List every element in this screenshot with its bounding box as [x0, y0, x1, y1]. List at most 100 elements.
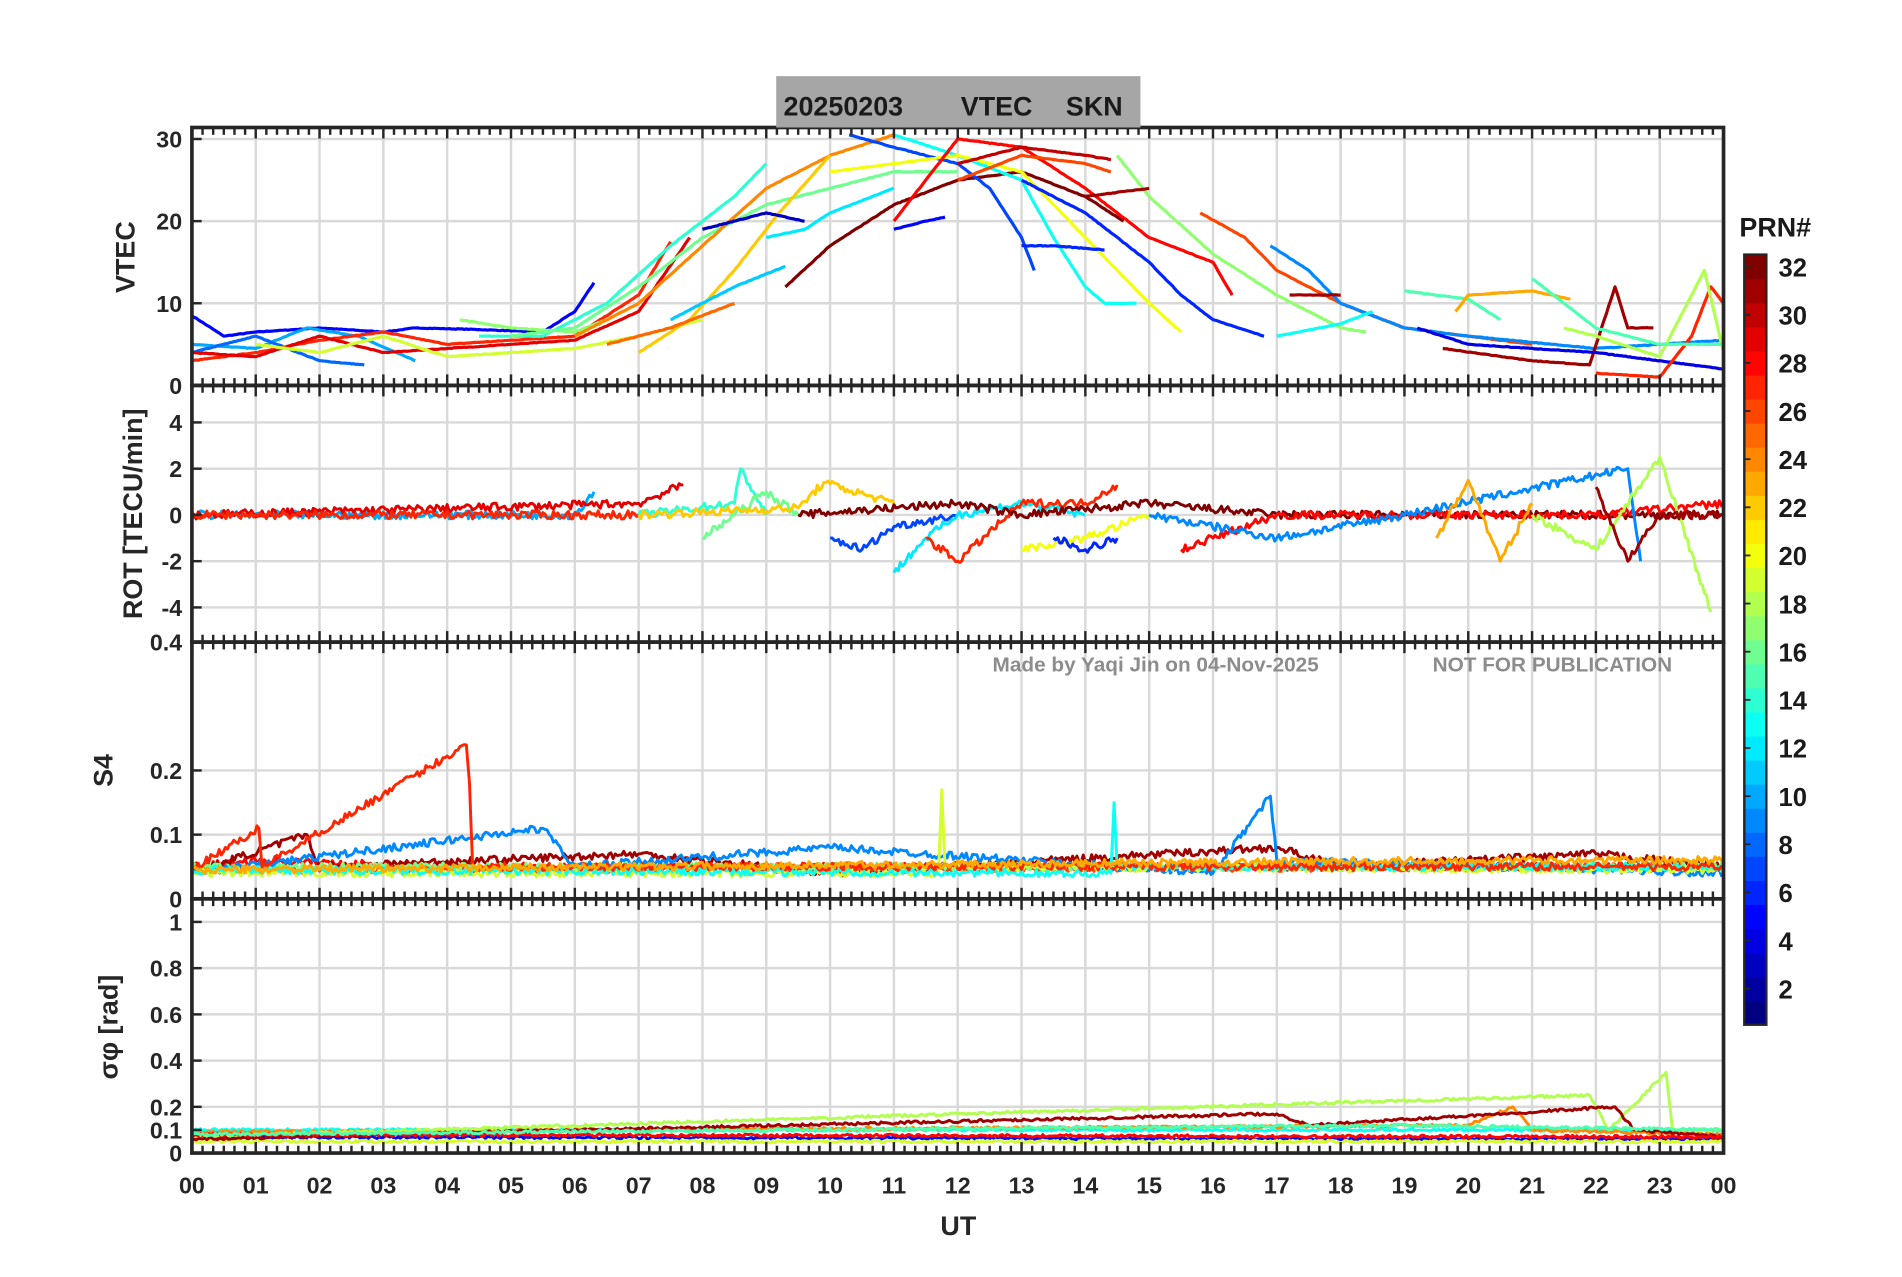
prn-23-trace — [1435, 478, 1534, 563]
colorbar-tick-label: 20 — [1779, 543, 1808, 571]
rot-tick-label: 2 — [169, 456, 182, 482]
watermark-author: Made by Yaqi Jin on 04-Nov-2025 — [993, 653, 1319, 676]
colorbar-tick-label: 6 — [1779, 880, 1793, 908]
vtec-tick-label: 20 — [156, 209, 182, 235]
prn-22-trace — [637, 479, 896, 521]
prn-25-trace — [606, 301, 736, 346]
colorbar-tick-label: 4 — [1779, 928, 1794, 956]
colorbar-segment-prn-26 — [1744, 399, 1767, 424]
colorbar-segment-prn-29 — [1744, 326, 1767, 352]
colorbar-segment-prn-22 — [1744, 495, 1767, 520]
prn-13-trace — [190, 801, 1725, 879]
prn-29-trace — [191, 236, 691, 359]
prn-3-trace — [702, 211, 805, 231]
s4-tick-label: 0.1 — [150, 822, 182, 848]
colorbar-segment-prn-16 — [1744, 639, 1767, 665]
colorbar-segment-prn-23 — [1744, 471, 1767, 496]
colorbar-segment-prn-2 — [1744, 976, 1767, 1002]
prn-26-trace — [956, 153, 1112, 182]
prn-15-trace — [1531, 277, 1724, 347]
prn-20-trace — [1020, 513, 1151, 553]
title-station: SKN — [1066, 91, 1123, 121]
sigma_phi-tick-label: 0.4 — [150, 1048, 182, 1074]
x-axis-label: UT — [940, 1211, 976, 1241]
s4-tick-label: 0.4 — [150, 630, 182, 656]
x-tick-label: 06 — [562, 1172, 588, 1198]
s4-tick-label: 0 — [169, 886, 182, 912]
colorbar-segment-prn-27 — [1744, 374, 1767, 400]
colorbar-tick-label: 28 — [1779, 351, 1808, 379]
prn-31-trace — [1594, 486, 1724, 563]
title-date: 20250203 — [784, 91, 904, 121]
prn-9-trace — [1148, 465, 1642, 562]
colorbar-segment-prn-30 — [1744, 302, 1767, 328]
colorbar-segment-prn-3 — [1744, 952, 1767, 978]
rot-tick-label: -4 — [161, 595, 182, 621]
ylabel-sigma-phi: σφ [rad] — [93, 975, 123, 1080]
prn-12-trace — [765, 186, 895, 240]
prn-10-trace — [191, 326, 416, 363]
prn-23-trace — [190, 855, 1724, 876]
prn-31-trace — [1289, 293, 1341, 297]
prn-18-trace — [1530, 455, 1713, 613]
colorbar-segment-prn-31 — [1744, 278, 1767, 304]
colorbar-segment-prn-9 — [1744, 808, 1767, 833]
prn-27-trace — [191, 509, 640, 521]
colorbar-segment-prn-4 — [1744, 928, 1767, 954]
vtec-tick-label: 10 — [156, 291, 182, 317]
rot-tick-label: 4 — [169, 410, 182, 436]
colorbar-tick-label: 22 — [1779, 495, 1808, 523]
colorbar-tick-label: 14 — [1779, 688, 1808, 716]
title-box — [776, 76, 1141, 128]
colorbar-segment-prn-17 — [1744, 615, 1767, 641]
sigma_phi-tick-label: 0.8 — [150, 956, 182, 982]
x-tick-label: 18 — [1328, 1172, 1354, 1198]
colorbar-tick-label: 12 — [1779, 736, 1808, 764]
prn-16-trace — [702, 490, 800, 540]
prn-32-trace — [797, 498, 1724, 521]
sigma_phi-tick-label: 0.1 — [150, 1118, 182, 1144]
colorbar-segment-prn-13 — [1744, 711, 1767, 737]
prn-18-trace — [1563, 268, 1726, 359]
prn-11-trace — [670, 264, 786, 322]
colorbar-label: PRN# — [1739, 212, 1811, 242]
sigma_phi-tick-label: 0.6 — [150, 1002, 182, 1028]
colorbar-segment-prn-21 — [1744, 519, 1767, 545]
prn-28-trace — [191, 1131, 1724, 1140]
x-tick-label: 09 — [753, 1172, 779, 1198]
colorbar-segment-prn-12 — [1744, 735, 1767, 761]
colorbar-segment-prn-5 — [1744, 904, 1767, 930]
colorbar-frame — [1743, 253, 1768, 1026]
x-tick-label: 14 — [1072, 1172, 1098, 1198]
prn-9-trace — [1269, 244, 1724, 351]
colorbar-tick-label: 18 — [1779, 591, 1808, 619]
rot-tick-label: 0 — [169, 502, 182, 528]
prn-15-trace — [191, 1122, 1724, 1138]
title-quantity: VTEC — [961, 91, 1033, 121]
prn-18-trace — [191, 1070, 1725, 1140]
x-tick-label: 21 — [1519, 1172, 1545, 1198]
prn-5-trace — [190, 281, 596, 338]
colorbar-tick-label: 2 — [1779, 976, 1793, 1004]
colorbar-segment-prn-6 — [1744, 880, 1767, 905]
prn-17-trace — [459, 318, 608, 334]
x-tick-label: 12 — [945, 1172, 971, 1198]
colorbar-tick-label: 26 — [1779, 399, 1808, 427]
prn-6-trace — [1021, 243, 1105, 252]
colorbar-segment-prn-7 — [1744, 856, 1767, 881]
s4-tick-label: 0.2 — [150, 758, 182, 784]
colorbar-segment-prn-28 — [1744, 350, 1767, 376]
x-tick-label: 13 — [1009, 1172, 1035, 1198]
ylabel-rot: ROT [TECU/min] — [118, 409, 148, 620]
vtec-tick-label: 30 — [156, 127, 182, 153]
colorbar-segment-prn-25 — [1744, 423, 1767, 448]
x-tick-label: 22 — [1583, 1172, 1609, 1198]
ylabel-s4: S4 — [88, 754, 118, 787]
prn-32-trace — [784, 170, 1125, 289]
prn-14-trace — [637, 467, 768, 519]
colorbar-segment-prn-1 — [1744, 1000, 1767, 1026]
colorbar-segment-prn-32 — [1744, 254, 1767, 280]
x-tick-label: 19 — [1392, 1172, 1418, 1198]
x-tick-label: 15 — [1136, 1172, 1162, 1198]
